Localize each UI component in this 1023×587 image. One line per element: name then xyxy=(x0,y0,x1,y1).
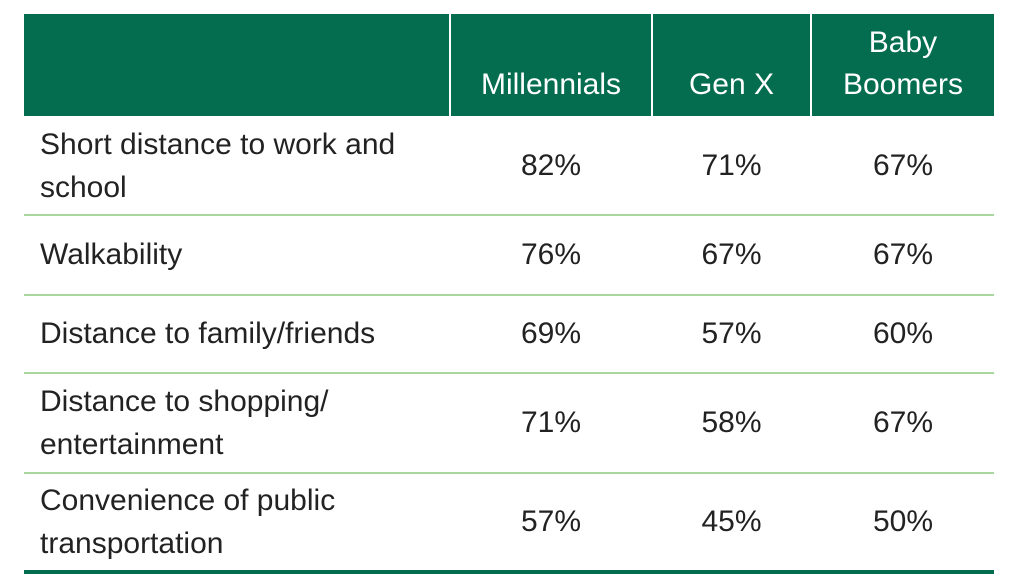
row-divider xyxy=(24,294,994,296)
table-cell: 67% xyxy=(872,406,934,439)
header-cell-millennials: Millennials xyxy=(480,68,622,101)
table-cell: 57% xyxy=(520,505,582,538)
row-label: Distance to shopping/ entertainment xyxy=(40,384,329,462)
row-divider xyxy=(24,214,994,216)
table-cell: 67% xyxy=(701,238,762,271)
table-cell: 60% xyxy=(872,317,934,350)
header-separator xyxy=(810,14,812,116)
table-cell: 67% xyxy=(872,238,934,271)
row-label: Walkability xyxy=(40,238,183,272)
header-cell-baby-boomers: Baby Boomers xyxy=(842,26,964,101)
row-label: Convenience of public transportation xyxy=(40,483,336,561)
row-divider xyxy=(24,472,994,474)
row-label: Short distance to work and school xyxy=(40,127,396,205)
header-cell-gen-x: Gen X xyxy=(688,68,775,101)
table-cell: 50% xyxy=(872,505,934,538)
table-cell: 69% xyxy=(520,317,582,350)
table-cell: 71% xyxy=(701,149,762,182)
table-cell: 67% xyxy=(872,149,934,182)
table-cell: 45% xyxy=(701,505,762,538)
table-cell: 76% xyxy=(520,238,582,271)
row-divider xyxy=(24,372,994,374)
table-cell: 82% xyxy=(520,149,582,182)
table-cell: 58% xyxy=(701,406,762,439)
header-separator xyxy=(651,14,653,116)
table-cell: 71% xyxy=(520,406,582,439)
row-label: Distance to family/friends xyxy=(40,317,376,351)
header-separator xyxy=(449,14,451,116)
table-bottom-rule xyxy=(24,570,994,574)
header-cell-empty xyxy=(24,14,449,116)
table-cell: 57% xyxy=(701,317,762,350)
header-row xyxy=(24,14,994,116)
